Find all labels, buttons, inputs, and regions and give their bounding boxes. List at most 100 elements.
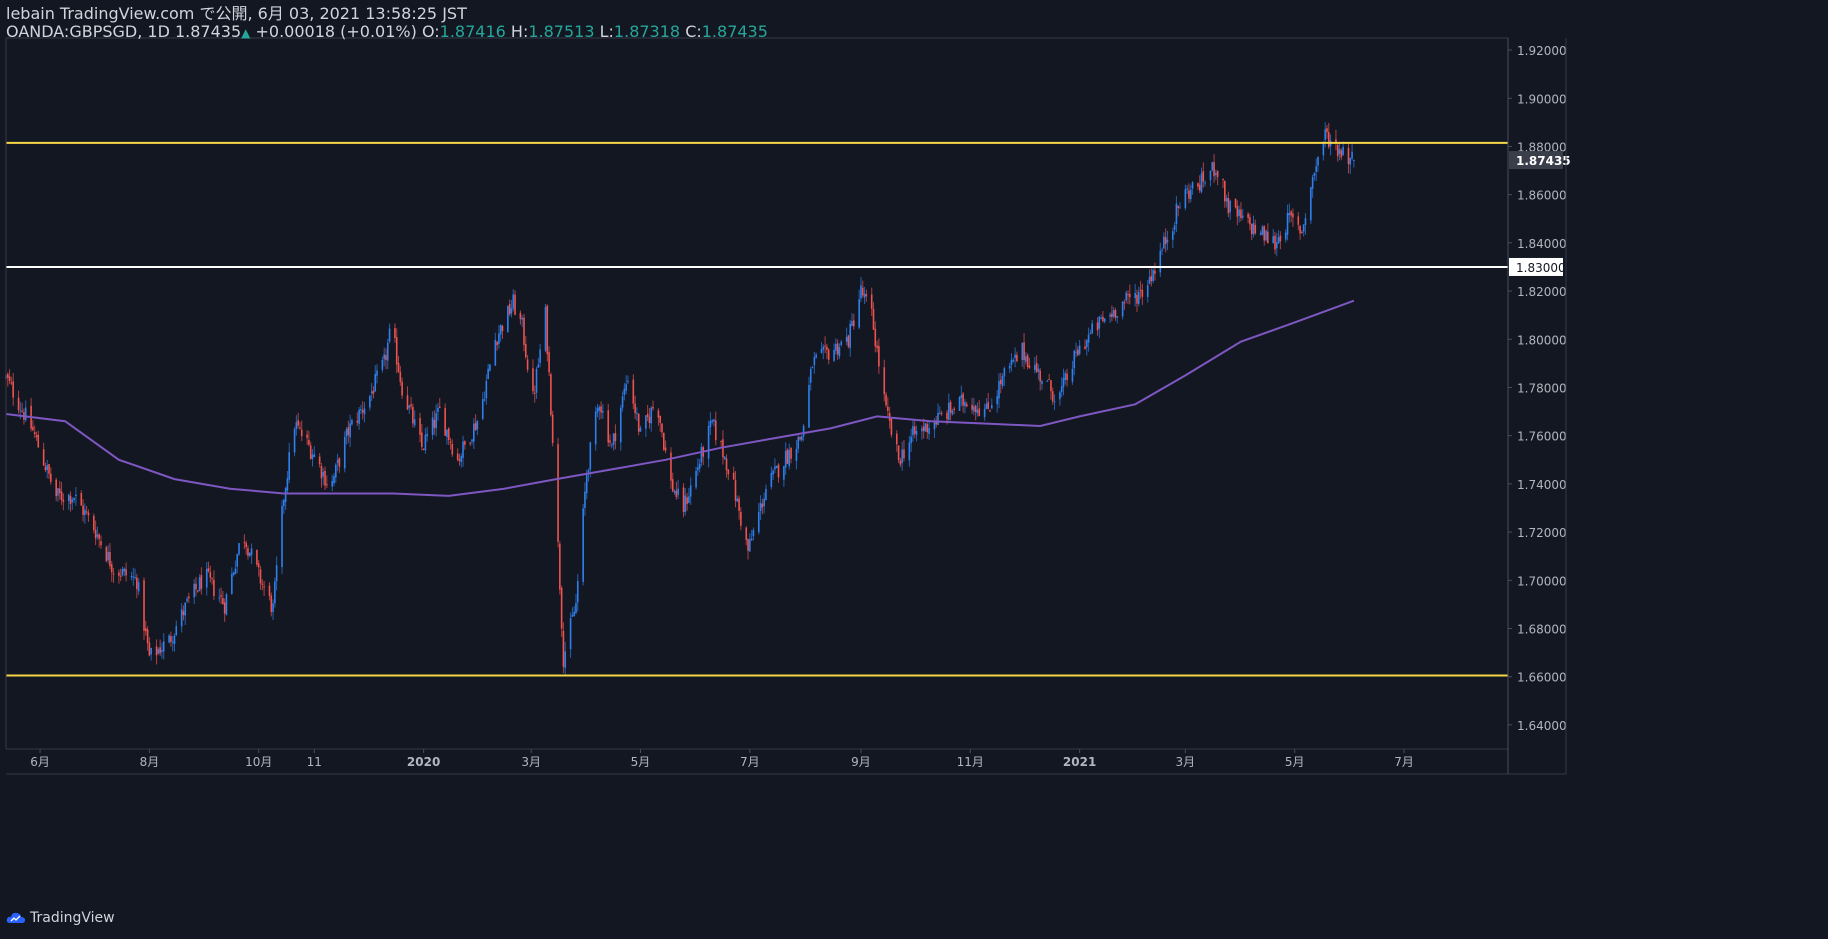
candle-body	[707, 426, 710, 459]
symbol-label[interactable]: OANDA:GBPSGD, 1D	[6, 22, 170, 41]
candle-body	[1046, 380, 1049, 382]
candle-body	[1111, 313, 1113, 317]
candle-body	[336, 459, 339, 464]
candle	[1254, 219, 1257, 236]
x-tick-label: 6月	[30, 755, 50, 769]
candle-body	[962, 393, 964, 406]
candle-body	[890, 418, 893, 435]
candle	[318, 453, 321, 468]
candle-body	[184, 602, 187, 616]
candle	[551, 410, 554, 447]
candle	[464, 440, 466, 450]
candle	[395, 328, 398, 374]
candle	[134, 568, 136, 580]
candle	[499, 324, 502, 342]
candle-body	[772, 470, 774, 475]
candle	[1112, 307, 1115, 319]
candle-body	[990, 405, 993, 409]
candle-body	[446, 429, 448, 437]
candles-layer	[5, 122, 1355, 676]
candle-body	[171, 641, 174, 643]
candle-body	[924, 423, 927, 432]
candle	[795, 439, 798, 470]
candle	[808, 376, 810, 429]
candle	[723, 456, 726, 460]
published-info: lebain TradingView.com で公開, 6月 03, 2021 …	[6, 4, 467, 24]
candle-body	[1215, 172, 1217, 175]
candle-body	[225, 594, 228, 615]
candle-body	[1173, 225, 1176, 230]
candle	[1238, 205, 1240, 223]
candle-body	[749, 539, 751, 552]
candle-body	[840, 341, 843, 346]
candle-body	[347, 427, 350, 436]
candle	[75, 487, 77, 506]
candle	[437, 402, 439, 421]
tradingview-logo[interactable]: TradingView	[6, 910, 115, 926]
candle	[143, 577, 145, 640]
candle	[521, 315, 524, 327]
candle	[1173, 222, 1176, 235]
candle-body	[1184, 189, 1187, 209]
candle-body	[157, 649, 160, 654]
candle-body	[1238, 209, 1240, 216]
candle	[93, 513, 95, 534]
candle-body	[168, 635, 170, 643]
candle	[161, 642, 163, 659]
candle-body	[688, 496, 690, 503]
x-tick-label: 3月	[1176, 755, 1196, 769]
candle-body	[474, 422, 477, 430]
candle	[1084, 339, 1086, 350]
candle	[1225, 194, 1228, 208]
candle	[978, 399, 981, 417]
candle	[1198, 175, 1201, 194]
candle-body	[1175, 203, 1178, 225]
candle	[550, 372, 552, 417]
candle-body	[863, 293, 866, 298]
candle-body	[940, 413, 943, 415]
candle	[865, 289, 868, 302]
candle-body	[947, 402, 950, 420]
candle	[1041, 379, 1043, 390]
candle-body	[1109, 314, 1111, 317]
candle-body	[682, 487, 685, 513]
candle	[1016, 351, 1018, 362]
candle	[234, 560, 237, 575]
price-change: +0.00018 (+0.01%)	[255, 22, 417, 41]
candle	[1091, 319, 1093, 335]
open-value: 1.87416	[439, 22, 506, 41]
candle-body	[431, 417, 434, 436]
candle	[401, 377, 403, 399]
candle-body	[162, 641, 165, 652]
candle	[1213, 154, 1215, 183]
candle	[60, 482, 63, 505]
candle-body	[974, 405, 977, 413]
last-price-tag	[1509, 151, 1563, 170]
candle	[324, 466, 326, 490]
candle	[720, 440, 722, 447]
candle	[833, 343, 835, 362]
x-tick-label: 7月	[1394, 755, 1414, 769]
candle-body	[1227, 198, 1230, 214]
candle-body	[270, 595, 273, 612]
candle	[786, 448, 789, 464]
horizontal-line-price-label: 1.83000	[1516, 261, 1566, 275]
candle-body	[60, 491, 63, 501]
candle	[815, 352, 817, 359]
candle	[1342, 141, 1344, 156]
candle	[10, 376, 13, 386]
candle	[1277, 230, 1280, 244]
candle	[548, 346, 550, 377]
candle-body	[1222, 179, 1224, 181]
candle-body	[1163, 236, 1165, 249]
candle	[283, 498, 285, 515]
candle-body	[247, 548, 249, 556]
candle	[73, 497, 75, 504]
candle-body	[207, 568, 210, 572]
candle-body	[564, 651, 567, 668]
candle-body	[148, 642, 151, 656]
candle-body	[193, 583, 195, 598]
candle-body	[646, 413, 649, 417]
candle	[878, 338, 880, 374]
